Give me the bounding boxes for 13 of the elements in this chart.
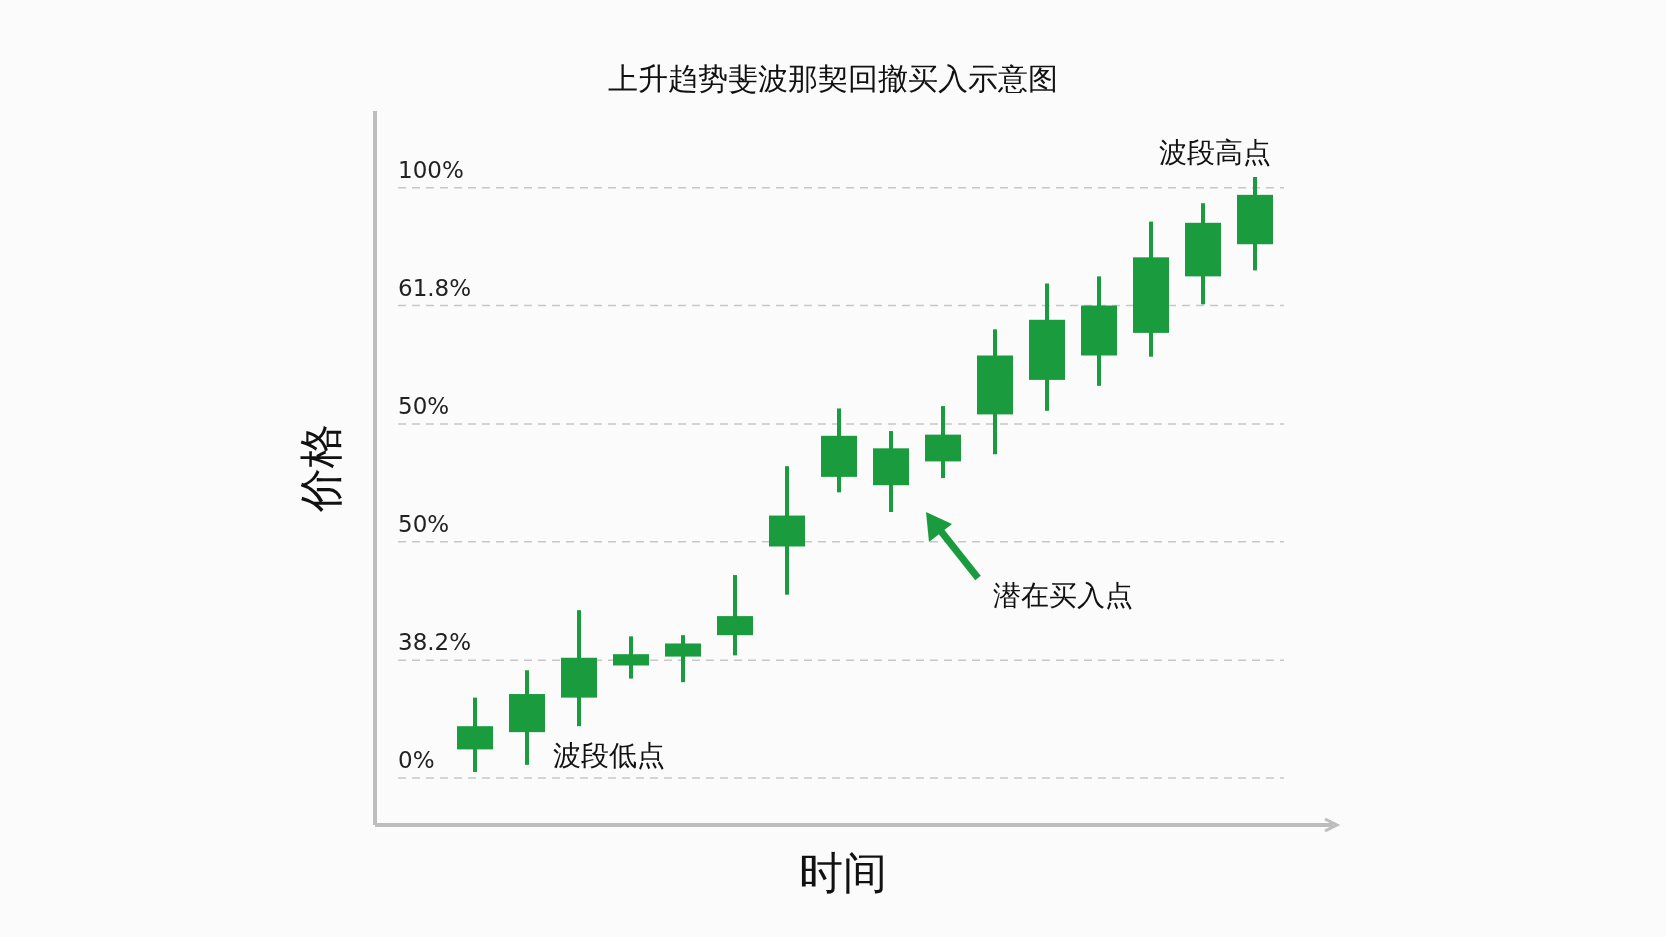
annotation: 50%: [398, 392, 450, 419]
x-axis-title: 时间: [799, 847, 887, 898]
annotation: 潜在买入点: [993, 579, 1133, 612]
annotation: 波段低点: [553, 739, 665, 772]
text: 波段高点: [1159, 136, 1271, 169]
annotation: 61.8%: [398, 274, 472, 301]
y-axis-title: 价格: [295, 424, 346, 513]
annotation: 100%: [398, 156, 464, 183]
annotation: 50%: [398, 510, 450, 537]
annotation: 38.2%: [398, 629, 472, 656]
candlestick: [613, 636, 649, 679]
chart-title: 上升趋势斐波那契回撤买入示意图: [608, 61, 1058, 96]
annotation: 0%: [398, 746, 435, 773]
